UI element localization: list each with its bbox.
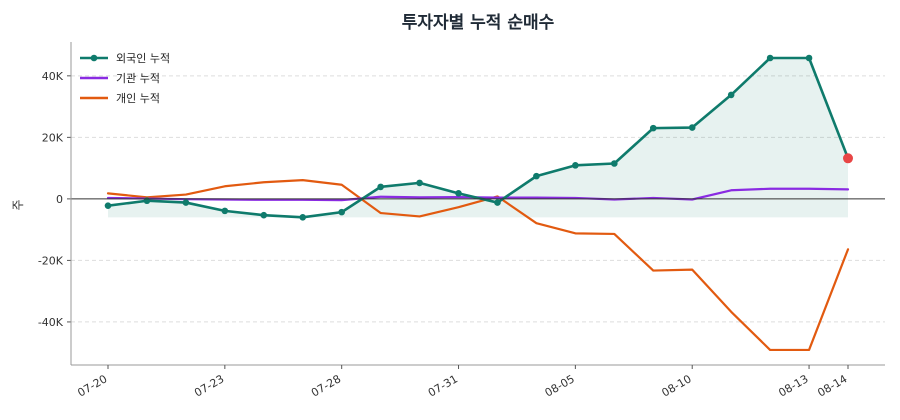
series-lines: [104, 54, 853, 352]
last-point-highlight: [843, 153, 853, 164]
data-point: [688, 124, 696, 131]
x-tick-label: 07-23: [192, 372, 226, 399]
legend-label: 기관 누적: [116, 72, 160, 85]
y-tick-label: -20K: [38, 254, 64, 267]
legend-marker: [90, 54, 98, 62]
y-tick-labels: -40K -20K 0 20K 40K: [38, 70, 64, 329]
data-point: [494, 199, 501, 206]
data-point: [104, 202, 112, 209]
foreign-fill-area: [108, 57, 848, 218]
x-tick-label: 07-20: [75, 372, 109, 399]
x-tick-label: 08-10: [660, 372, 694, 399]
x-tick-label: 08-13: [776, 372, 810, 399]
x-tick-label: 07-28: [309, 372, 343, 399]
axes: [67, 42, 885, 369]
data-point: [455, 190, 462, 197]
data-point: [338, 208, 345, 216]
y-tick-label: -40K: [38, 316, 64, 329]
y-tick-label: 20K: [42, 131, 64, 144]
x-tick-label: 07-31: [426, 372, 460, 399]
x-tick-label: 08-05: [543, 372, 577, 399]
data-point: [649, 124, 657, 132]
data-point: [805, 54, 813, 62]
data-point: [727, 91, 735, 99]
y-tick-label: 0: [56, 193, 63, 206]
data-point: [533, 172, 540, 180]
data-point: [299, 214, 307, 221]
foreign-fill-path: [108, 57, 848, 218]
legend-label: 개인 누적: [116, 92, 160, 105]
data-point: [260, 211, 268, 219]
series-line: [106, 56, 850, 219]
data-point: [766, 54, 774, 62]
legend-label: 외국인 누적: [116, 52, 170, 65]
data-point: [221, 207, 229, 215]
grid-lines: [71, 75, 885, 323]
y-axis-label: 주: [11, 199, 25, 210]
series-line: [106, 179, 850, 352]
x-tick-label: 08-14: [815, 372, 849, 399]
data-point: [611, 160, 618, 167]
x-tick-labels: 07-20 07-23 07-28 07-31 08-05 08-10 08-13 08-14: [75, 372, 849, 399]
y-tick-label: 40K: [42, 70, 64, 83]
data-point: [416, 179, 423, 187]
chart-title: 투자자별 누적 순매수: [402, 13, 555, 33]
data-point: [182, 199, 190, 206]
data-point: [572, 162, 579, 169]
data-point: [377, 183, 384, 191]
